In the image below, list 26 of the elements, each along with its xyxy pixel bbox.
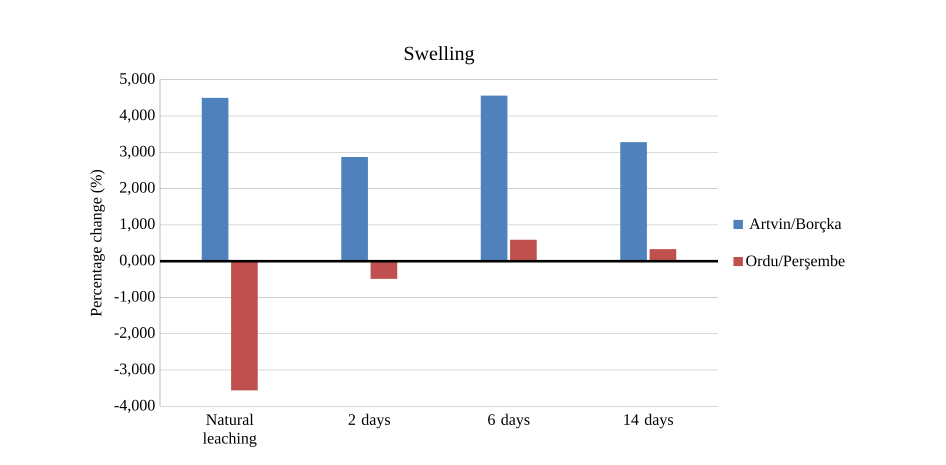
x-tick-label: 2 days (348, 414, 390, 428)
y-tick-label: -2,000 (114, 327, 155, 340)
bar (650, 249, 676, 262)
x-tick-label: 14 days (624, 414, 673, 428)
y-tick-label: 2,000 (120, 182, 155, 196)
x-tick-label: 6 days (488, 414, 530, 428)
y-tick-label: 1,000 (120, 218, 155, 232)
bar (341, 156, 368, 262)
legend-label: Artvin/Borçka (749, 218, 842, 232)
bar (370, 261, 398, 279)
y-tick-label: -4,000 (114, 400, 155, 413)
y-tick-label: -3,000 (114, 363, 155, 377)
bar (480, 96, 508, 262)
bar (620, 142, 647, 262)
y-axis-title: Percentage change (%) (90, 170, 105, 316)
y-tick-label: 4,000 (120, 109, 155, 123)
y-tick-label: 0,000 (120, 254, 155, 268)
y-tick-label: 5,000 (120, 73, 155, 86)
y-tick-label: -1,000 (114, 290, 155, 304)
legend-label: Ordu/Perşembe (746, 255, 845, 270)
chart-title: Swelling (404, 46, 474, 64)
bar (231, 261, 258, 390)
y-tick-label: 3,000 (120, 146, 155, 159)
bar (510, 240, 537, 262)
bar (202, 98, 228, 262)
x-tick-label: Natural leaching (202, 414, 257, 447)
